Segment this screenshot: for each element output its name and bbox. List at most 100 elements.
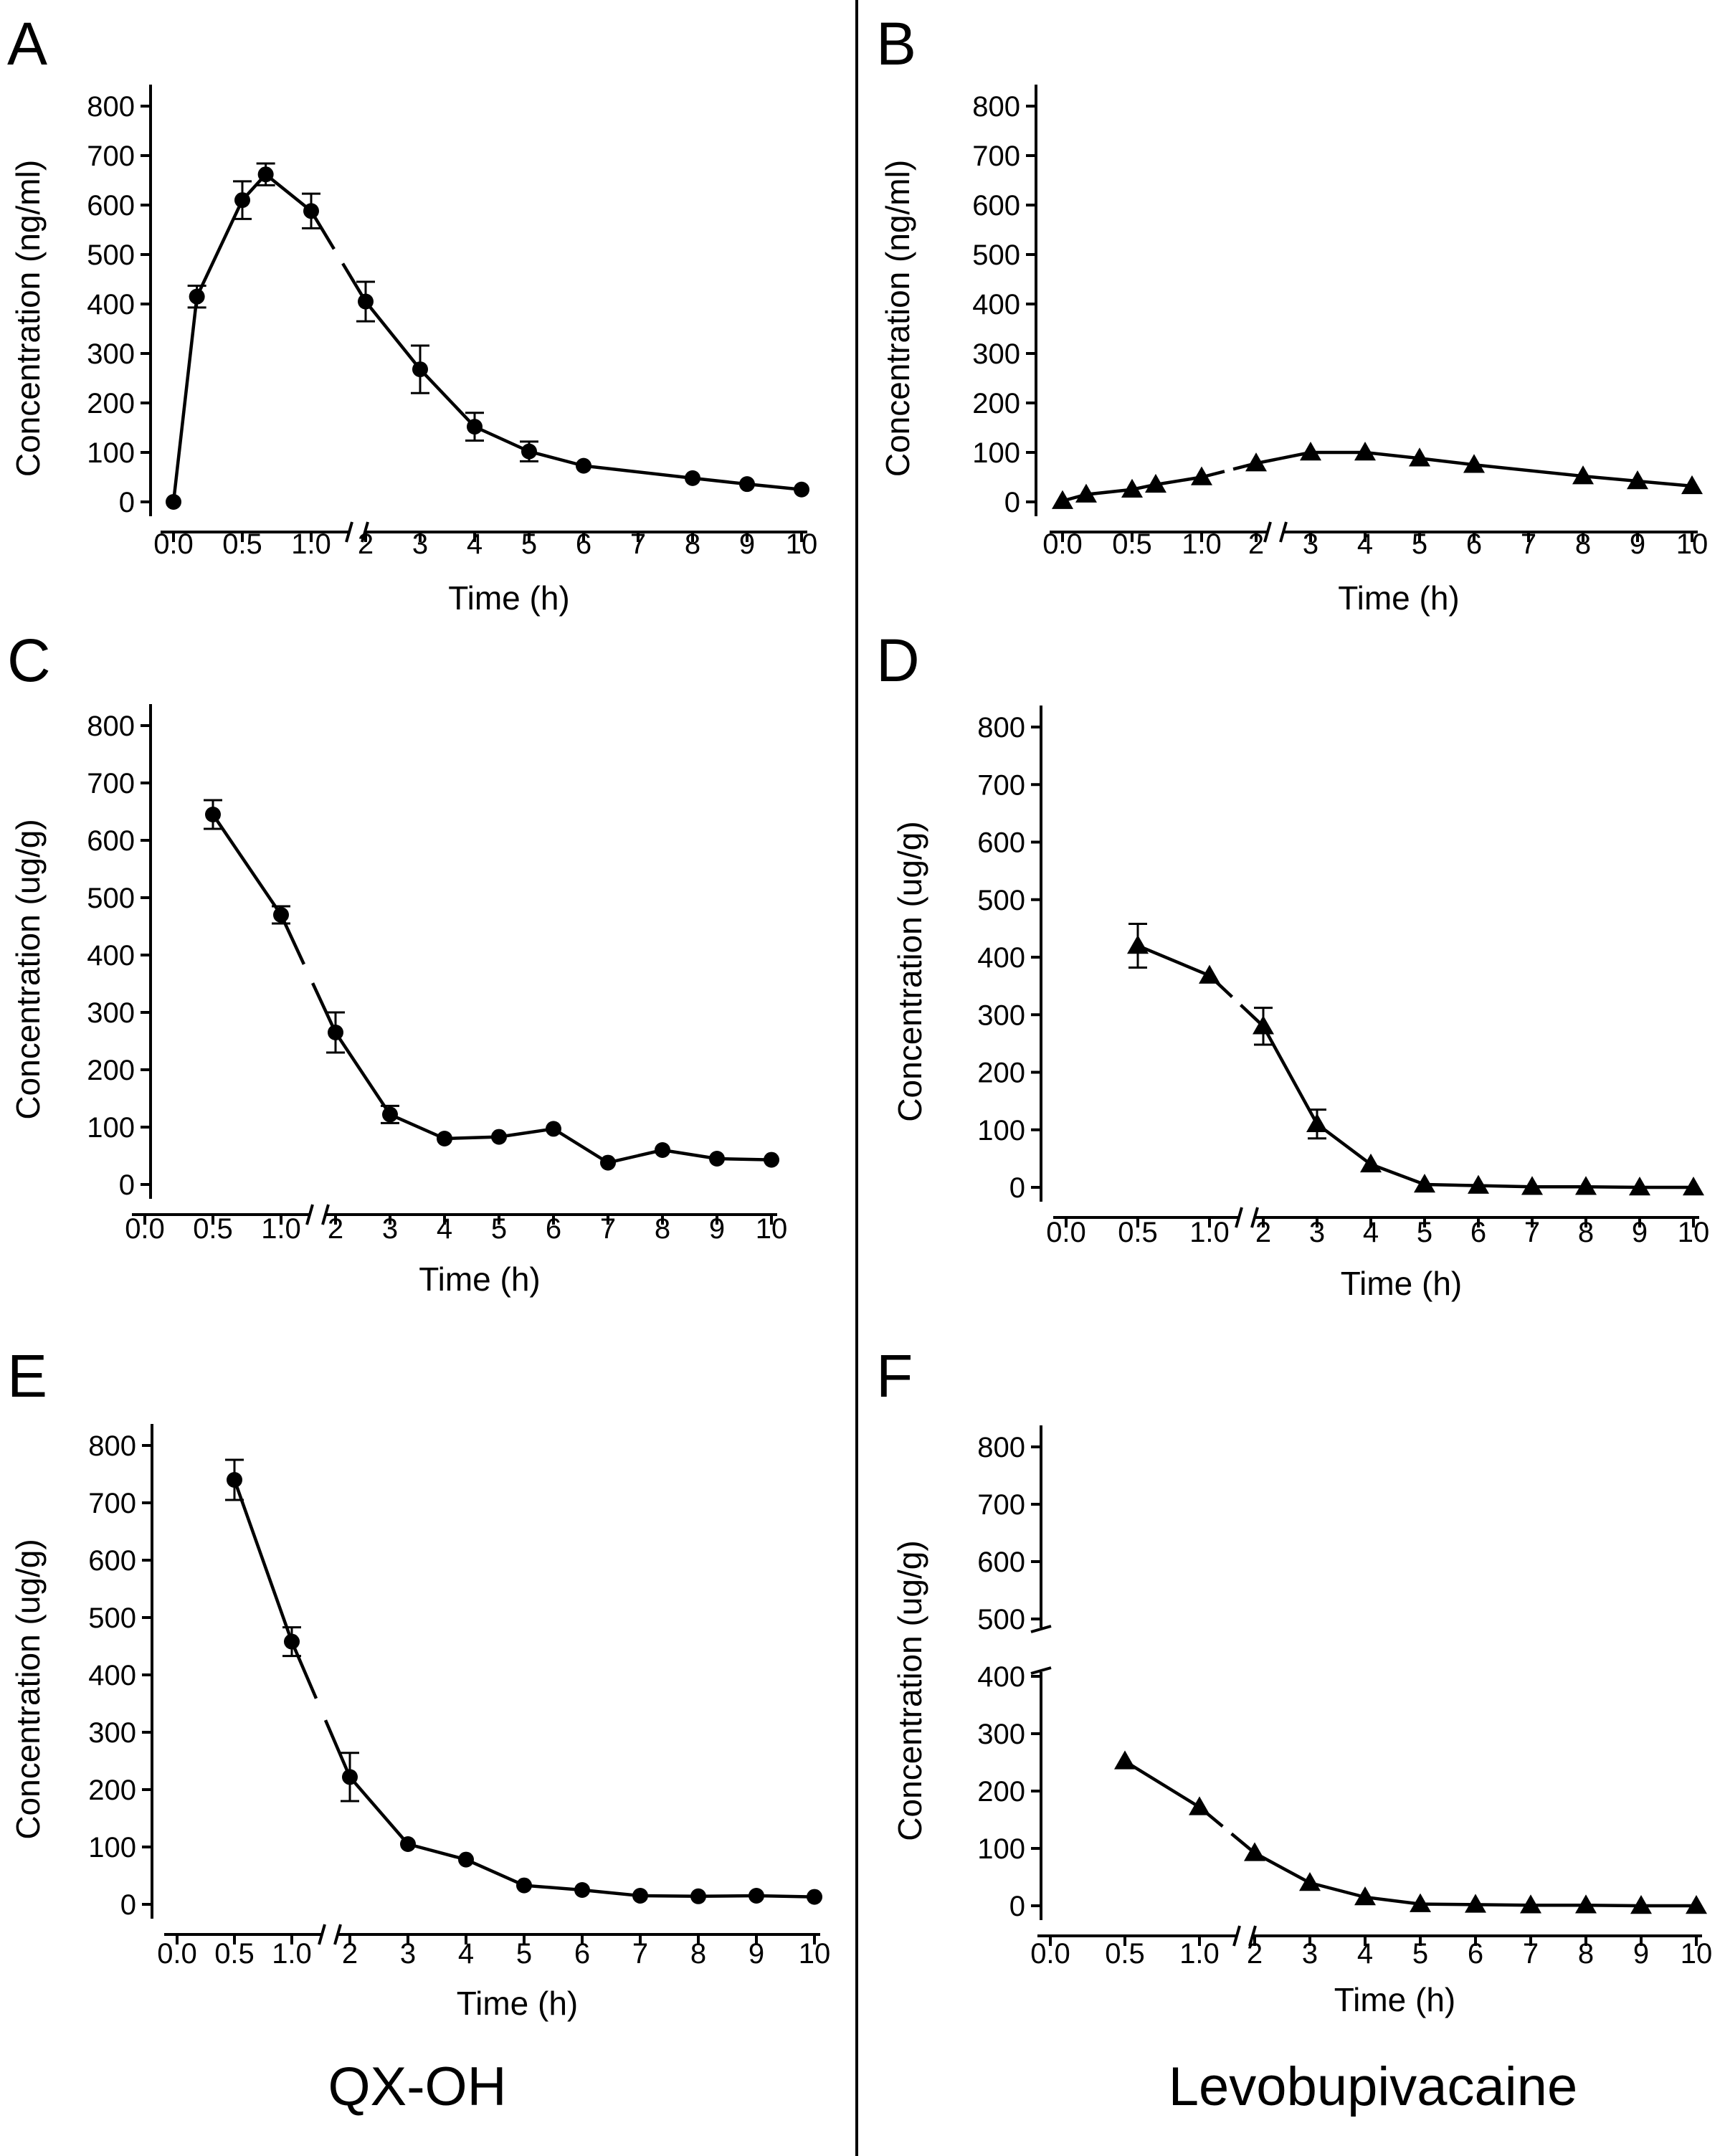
x-tick-label: 9: [1633, 1938, 1649, 1970]
series-line-segment: [552, 1127, 609, 1164]
y-axis-break-mark: [1030, 1625, 1052, 1633]
series-line-segment: [364, 300, 422, 371]
series-line-segment: [1478, 1184, 1533, 1189]
x-tick-label: 8: [655, 1213, 670, 1245]
series-line-segment: [1420, 1902, 1476, 1906]
x-axis-break-mark: [1232, 1925, 1241, 1947]
data-point: [400, 1836, 416, 1852]
data-point: [458, 1851, 474, 1868]
x-tick-label: 8: [690, 1938, 706, 1970]
series-line-segment: [756, 1894, 815, 1899]
x-tick-label: 5: [516, 1938, 532, 1970]
series-line-segment: [607, 1148, 663, 1164]
x-tick-label: 0.5: [193, 1213, 233, 1245]
y-tick-label: 700: [87, 768, 135, 799]
data-point: [1572, 465, 1594, 485]
y-tick-label: 0: [120, 1889, 136, 1921]
x-tick-label: 6: [576, 528, 591, 560]
data-point: [1683, 1177, 1704, 1196]
series-line-segment: [1475, 1903, 1531, 1907]
y-tick-label: 0: [119, 487, 135, 518]
x-tick-label: 7: [1524, 1217, 1540, 1248]
x-axis-break-mark: [1250, 1207, 1259, 1228]
series-line-segment: [523, 1884, 583, 1892]
series-line-segment: [581, 1888, 641, 1898]
data-point: [655, 1142, 670, 1158]
series-line-segment: [1419, 457, 1475, 467]
data-point: [749, 1888, 764, 1904]
data-point: [739, 476, 755, 493]
x-tick-label: 4: [437, 1213, 452, 1245]
panel-letter-f: F: [876, 1342, 913, 1410]
data-point: [358, 293, 374, 310]
data-point: [1630, 1895, 1652, 1914]
y-axis-label: Concentration (ug/g): [891, 821, 928, 1121]
y-tick-label: 300: [87, 338, 135, 370]
y-tick-label: 300: [88, 1717, 136, 1749]
x-tick-label: 7: [600, 1213, 616, 1245]
data-point: [1299, 1872, 1321, 1891]
data-point: [1686, 1895, 1707, 1914]
series-line-segment: [348, 1775, 409, 1846]
x-tick-label: 3: [412, 528, 428, 560]
x-tick-label: 2: [358, 528, 374, 560]
series-line-segment: [583, 464, 693, 480]
x-tick-label: 4: [467, 528, 483, 560]
data-point: [437, 1131, 452, 1146]
series-line-segment: [1585, 1903, 1642, 1908]
data-point: [1114, 1750, 1136, 1770]
x-tick-label: 8: [685, 528, 700, 560]
x-tick-label: 3: [1303, 528, 1318, 560]
x-axis-break-mark: [1263, 521, 1272, 543]
y-tick-label: 700: [977, 1489, 1025, 1521]
y-tick-label: 400: [977, 942, 1025, 974]
y-tick-label: 400: [977, 1661, 1025, 1693]
series-line-segment: [474, 425, 530, 453]
x-tick-label: 2: [1255, 1217, 1271, 1248]
series-line-segment: [1637, 479, 1693, 488]
y-tick-label: 500: [977, 1604, 1025, 1635]
y-tick-label: 100: [87, 437, 135, 469]
x-tick-label: 2: [342, 1938, 358, 1970]
x-tick-label: 0.0: [1046, 1217, 1086, 1248]
data-point: [382, 1106, 398, 1123]
x-axis-label: Time (h): [1341, 1265, 1463, 1302]
y-tick-label: 600: [972, 190, 1020, 222]
data-point: [516, 1877, 532, 1894]
data-point: [1410, 1893, 1431, 1912]
x-tick-label: 8: [1575, 528, 1591, 560]
x-axis-break-mark: [305, 1204, 314, 1225]
series-line-segment: [746, 482, 802, 491]
data-point: [546, 1121, 561, 1137]
x-tick-label: 0.0: [1042, 528, 1083, 560]
y-tick-label: 600: [88, 1545, 136, 1577]
data-point: [1354, 442, 1376, 461]
data-point: [685, 470, 700, 486]
x-tick-label: 8: [1578, 1217, 1594, 1248]
data-point: [521, 443, 537, 460]
y-axis-label: Concentration (ug/g): [891, 1540, 928, 1841]
y-tick-label: 100: [977, 1833, 1025, 1865]
data-point: [1052, 490, 1073, 509]
x-tick-label: 6: [574, 1938, 590, 1970]
series-line-segment: [195, 199, 244, 298]
data-point: [794, 481, 809, 498]
x-tick-label: 7: [1523, 1938, 1539, 1970]
x-tick-label: 1.0: [1179, 1938, 1220, 1970]
x-tick-label: 4: [1357, 1938, 1373, 1970]
series-line-segment: [465, 1858, 525, 1887]
x-tick-label: 0.5: [1112, 528, 1152, 560]
y-tick-label: 600: [977, 827, 1025, 859]
y-tick-label: 700: [972, 141, 1020, 172]
x-tick-label: 5: [1412, 528, 1427, 560]
data-point: [1681, 475, 1703, 495]
y-tick-label: 200: [88, 1775, 136, 1806]
x-tick-label: 0.0: [125, 1213, 165, 1245]
series-line-segment: [389, 1113, 445, 1141]
x-tick-label: 0.0: [157, 1938, 197, 1970]
data-point: [1520, 1894, 1541, 1914]
x-tick-label: 10: [1678, 1217, 1710, 1248]
x-tick-label: 0.5: [214, 1938, 255, 1970]
data-point: [189, 288, 205, 305]
